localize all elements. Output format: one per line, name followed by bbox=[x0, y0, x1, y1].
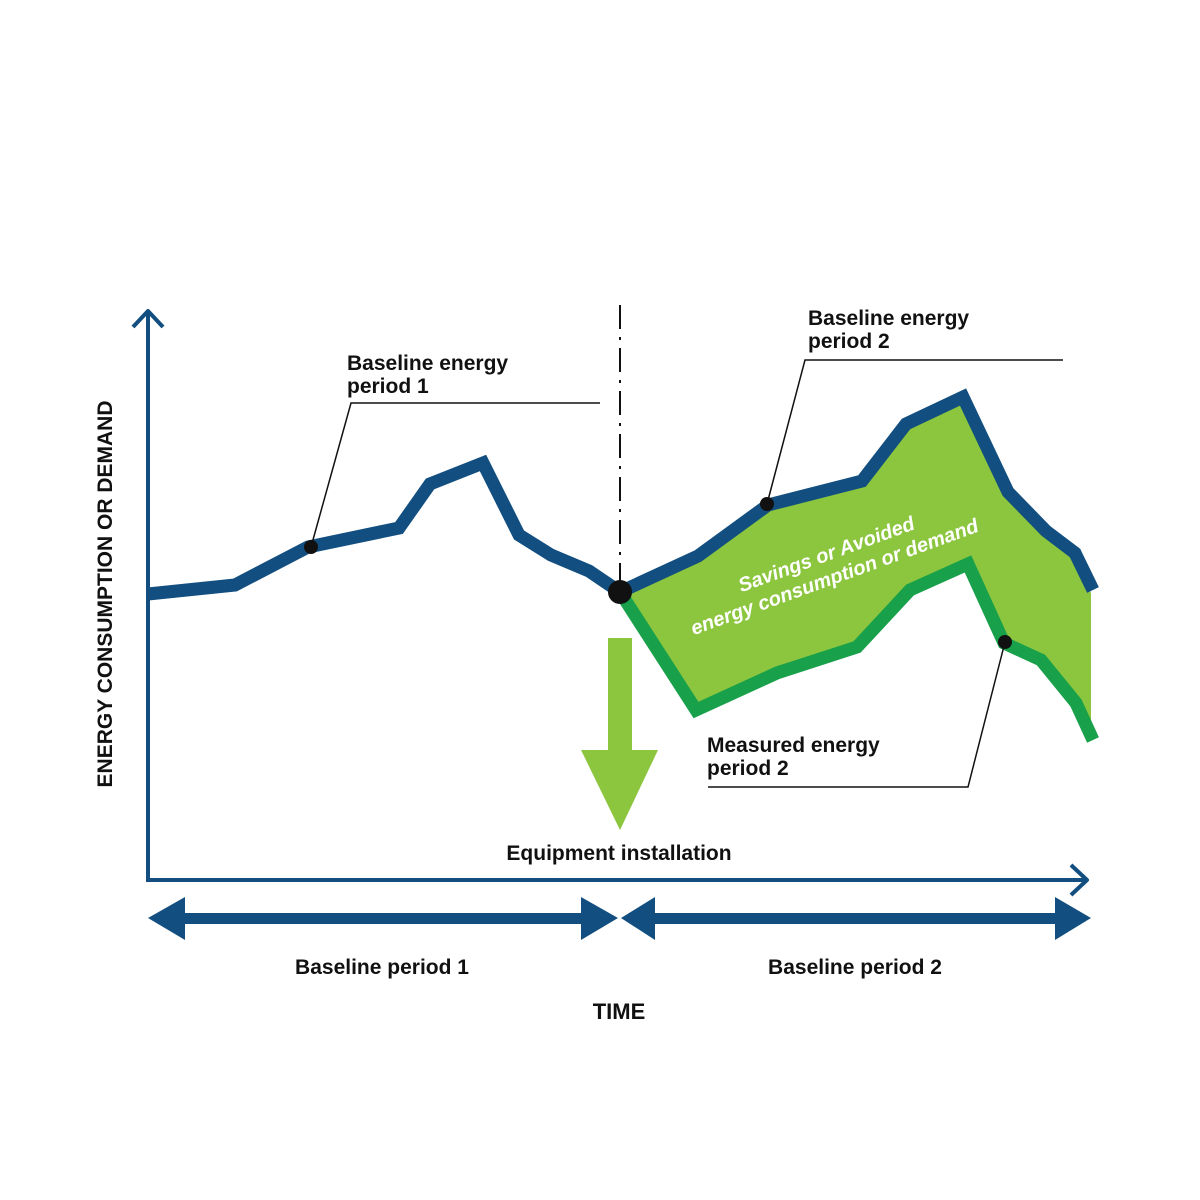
x-axis-arrowhead bbox=[1069, 863, 1089, 897]
y-axis bbox=[131, 309, 165, 882]
installation-point-marker bbox=[608, 580, 632, 604]
baseline-period-1-arrow bbox=[148, 897, 618, 940]
savings-area bbox=[620, 397, 1091, 736]
baseline-period-1-label: Baseline period 1 bbox=[295, 956, 469, 979]
equipment-installation-label: Equipment installation bbox=[506, 842, 731, 865]
baseline-period-2-arrow bbox=[621, 897, 1091, 940]
y-axis-arrowhead bbox=[131, 309, 165, 329]
x-axis bbox=[146, 863, 1089, 897]
baseline-energy-2-label-line1: Baseline energy bbox=[808, 307, 969, 330]
baseline-1-leader bbox=[310, 402, 600, 548]
x-axis-label: TIME bbox=[593, 999, 646, 1024]
baseline-2-leader bbox=[766, 359, 1063, 505]
baseline-energy-1-label-line1: Baseline energy bbox=[347, 352, 508, 375]
measured-energy-2-label-line2: period 2 bbox=[707, 757, 789, 780]
baseline-energy-2-label-line2: period 2 bbox=[808, 330, 890, 353]
baseline-energy-1-label-line2: period 1 bbox=[347, 375, 429, 398]
equipment-installation-arrow bbox=[581, 638, 658, 830]
measured-energy-2-label-line1: Measured energy bbox=[707, 734, 880, 757]
measured-energy-line bbox=[614, 555, 1099, 743]
baseline-period-2-label: Baseline period 2 bbox=[768, 956, 942, 979]
y-axis-label: ENERGY CONSUMPTION OR DEMAND bbox=[94, 401, 117, 788]
measured-2-leader bbox=[708, 641, 1006, 788]
